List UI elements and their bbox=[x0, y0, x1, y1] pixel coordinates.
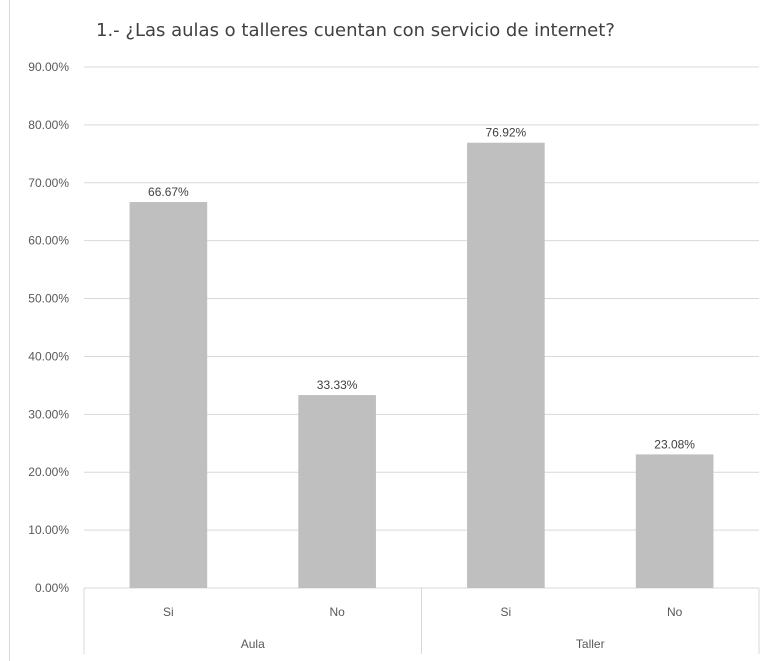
bar bbox=[635, 454, 714, 588]
y-tick-label: 90.00% bbox=[28, 60, 69, 74]
y-tick-label: 0.00% bbox=[35, 581, 69, 595]
y-tick-label: 70.00% bbox=[28, 176, 69, 190]
data-label: 66.67% bbox=[148, 185, 189, 199]
group-label: Aula bbox=[241, 637, 265, 651]
x-tick-label: No bbox=[667, 605, 683, 619]
x-tick-label: Si bbox=[501, 605, 512, 619]
y-tick-label: 80.00% bbox=[28, 118, 69, 132]
bar bbox=[129, 202, 208, 588]
y-tick-label: 40.00% bbox=[28, 349, 69, 363]
y-tick-label: 50.00% bbox=[28, 292, 69, 306]
bar bbox=[467, 142, 545, 588]
y-tick-label: 10.00% bbox=[28, 523, 69, 537]
data-label: 76.92% bbox=[486, 126, 527, 140]
chart-title: 1.- ¿Las aulas o talleres cuentan con se… bbox=[96, 20, 615, 41]
chart-frame-border bbox=[9, 0, 10, 661]
x-tick-label: Si bbox=[163, 605, 174, 619]
data-label: 33.33% bbox=[317, 378, 358, 392]
y-tick-label: 30.00% bbox=[28, 407, 69, 421]
y-tick-label: 60.00% bbox=[28, 234, 69, 248]
y-tick-label: 20.00% bbox=[28, 465, 69, 479]
bar bbox=[298, 395, 376, 588]
group-label: Taller bbox=[576, 637, 605, 651]
x-tick-label: No bbox=[329, 605, 345, 619]
data-label: 23.08% bbox=[654, 437, 695, 451]
